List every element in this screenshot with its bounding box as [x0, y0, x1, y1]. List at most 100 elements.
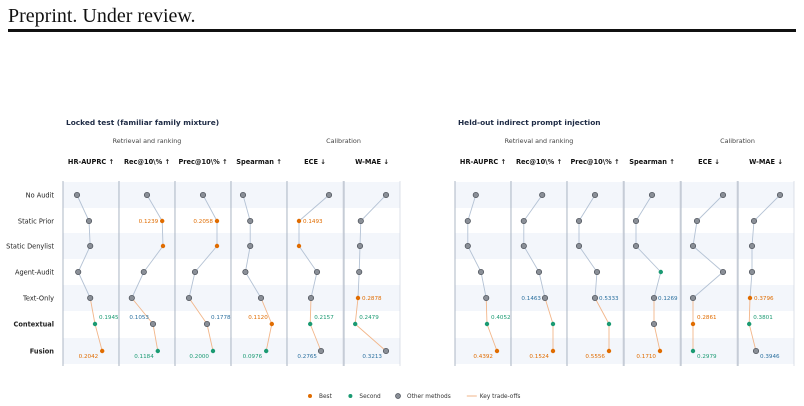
row-label: Agent-Audit — [15, 269, 54, 277]
data-point-best — [296, 243, 302, 249]
data-label: 0.4052 — [491, 315, 511, 321]
data-label: 0.1269 — [658, 296, 678, 302]
data-point-other — [593, 268, 601, 276]
row-band — [287, 285, 343, 311]
data-point-other — [752, 347, 760, 355]
row-band — [681, 233, 737, 259]
data-label: 0.5333 — [599, 296, 619, 302]
row-label: Static Denylist — [6, 243, 54, 251]
data-point-other — [128, 294, 135, 302]
data-point-best — [690, 321, 696, 327]
series-line — [76, 194, 90, 222]
tradeoff-line — [309, 323, 322, 352]
metric-header: ECE ↓ — [304, 158, 326, 166]
row-band — [175, 338, 231, 364]
series-line — [161, 220, 164, 247]
tradeoff-line — [265, 323, 273, 352]
data-point-second — [353, 321, 358, 327]
row-band — [455, 208, 511, 234]
data-point-other — [191, 268, 199, 276]
series-line — [310, 271, 318, 299]
row-band — [681, 338, 737, 364]
row-band — [231, 182, 287, 208]
row-band — [231, 338, 287, 364]
data-point-other — [357, 217, 364, 225]
series-line — [578, 245, 598, 273]
tradeoff-line — [748, 297, 751, 325]
data-label: 0.3946 — [760, 354, 780, 360]
series-line — [131, 271, 145, 299]
series-line — [467, 194, 477, 222]
row-band — [175, 259, 231, 285]
data-point-best — [657, 348, 663, 354]
data-point-second — [658, 269, 663, 275]
metric-header: HR-AUPRC ↑ — [460, 158, 506, 166]
row-band — [567, 311, 623, 337]
series-line — [751, 220, 755, 247]
group-label: Calibration — [720, 137, 755, 145]
row-band — [681, 259, 737, 285]
row-band — [455, 233, 511, 259]
data-label: 0.0976 — [243, 354, 263, 360]
metric-header: W-MAE ↓ — [749, 158, 783, 166]
row-band — [63, 311, 119, 337]
data-point-other — [257, 294, 265, 302]
data-point-best — [747, 295, 753, 301]
tradeoff-line — [544, 297, 554, 325]
data-point-other — [149, 320, 157, 328]
data-point-other — [325, 191, 333, 199]
data-point-other — [477, 268, 485, 276]
row-band — [681, 285, 737, 311]
data-point-other — [199, 191, 207, 199]
metric-header: Spearman ↑ — [629, 158, 674, 166]
data-point-second — [155, 348, 160, 354]
data-point-other — [382, 191, 390, 199]
legend-label: Best — [319, 394, 333, 400]
series-line — [194, 245, 218, 273]
data-point-other — [75, 268, 82, 276]
data-label: 0.1493 — [303, 219, 323, 225]
tradeoff-line — [486, 323, 498, 352]
data-label: 0.1945 — [99, 315, 119, 321]
row-band — [738, 259, 794, 285]
data-label: 0.1053 — [129, 315, 149, 321]
series-line — [692, 271, 724, 299]
row-band — [624, 233, 680, 259]
data-label: 0.5556 — [585, 354, 605, 360]
row-band — [175, 208, 231, 234]
data-point-other — [87, 242, 94, 250]
row-band — [119, 285, 175, 311]
row-band — [624, 208, 680, 234]
data-point-second — [210, 348, 216, 354]
data-label: 0.2979 — [697, 354, 717, 360]
data-point-other — [591, 294, 599, 302]
data-point-second — [550, 321, 556, 327]
data-point-other — [719, 268, 727, 276]
data-point-other — [541, 294, 549, 302]
metric-header: Rec@10\% ↑ — [124, 158, 170, 166]
data-label: 0.2878 — [362, 296, 382, 302]
row-band — [738, 338, 794, 364]
series-line — [480, 271, 487, 299]
data-point-best — [494, 348, 500, 354]
data-label: 0.3796 — [754, 296, 774, 302]
row-band — [624, 338, 680, 364]
data-point-other — [317, 347, 325, 355]
data-point-second — [484, 321, 490, 327]
data-point-other — [242, 268, 249, 276]
data-point-best — [160, 243, 166, 249]
tradeoff-line — [152, 323, 159, 352]
row-band — [231, 233, 287, 259]
tradeoff-line — [309, 297, 312, 325]
data-point-other — [307, 294, 315, 302]
series-line — [244, 245, 251, 273]
data-label: 0.2861 — [697, 315, 717, 321]
row-band — [455, 182, 511, 208]
metric-header: ECE ↓ — [698, 158, 720, 166]
data-point-other — [85, 217, 93, 225]
series-line — [77, 271, 91, 299]
row-band — [455, 338, 511, 364]
data-point-other — [632, 242, 640, 250]
data-point-best — [100, 348, 105, 354]
